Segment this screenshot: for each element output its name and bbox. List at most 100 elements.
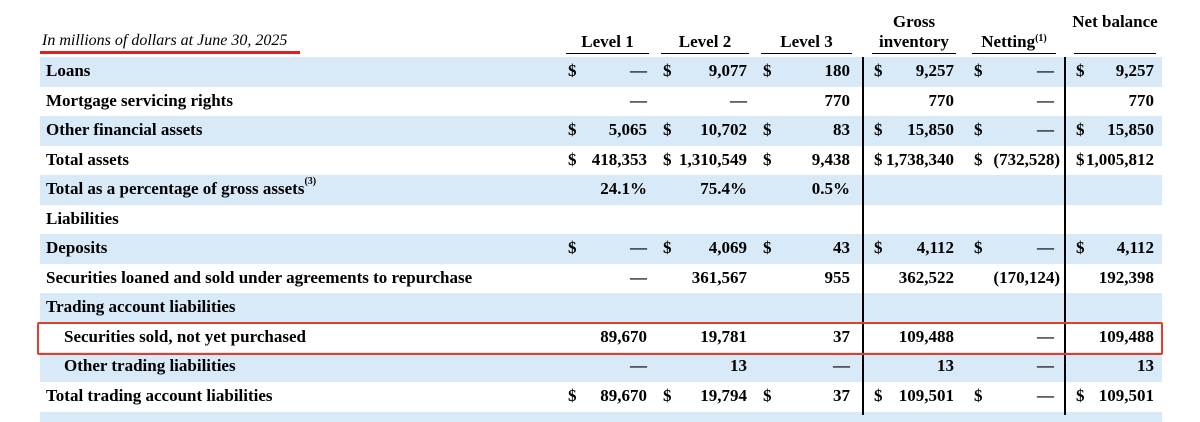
row-background: [40, 352, 1162, 382]
cell-value: 180: [824, 61, 851, 80]
label-text: Liabilities: [46, 208, 119, 228]
cell-value: 770: [824, 90, 851, 110]
header-text: Level 1: [581, 32, 634, 51]
cell-value: —: [630, 90, 647, 110]
footnote-ref: (3): [304, 176, 317, 187]
cell-value: 43: [833, 238, 850, 257]
currency-sign: $: [974, 385, 983, 405]
row-background: [40, 293, 1162, 323]
label-text: Mortgage servicing rights: [46, 90, 233, 110]
row-label: Trading account liabilities: [46, 297, 236, 317]
cell-value: 10,702: [700, 120, 747, 139]
cell-value: 4,069: [708, 238, 747, 257]
header-text: Level 3: [780, 32, 833, 51]
cell-value: 361,567: [691, 267, 747, 287]
row-label: Total assets: [46, 150, 129, 170]
row-label: Securities loaned and sold under agreeme…: [46, 268, 472, 288]
cell-value: 1,310,549: [679, 149, 747, 169]
cell-value: 770: [928, 90, 955, 110]
currency-sign: $: [568, 385, 577, 405]
currency-sign: $: [874, 120, 883, 139]
cell-value: —: [1037, 326, 1054, 346]
header-rule: [1074, 53, 1156, 54]
currency-sign: $: [1076, 149, 1085, 169]
row-label: Total trading account liabilities: [46, 386, 273, 406]
currency-sign: $: [974, 61, 983, 80]
header-text: Level 2: [678, 32, 732, 51]
cell-value: 955: [824, 267, 851, 287]
footnote-ref: (1): [1035, 33, 1047, 44]
cell-value: 418,353: [591, 149, 647, 169]
currency-sign: $: [663, 238, 672, 257]
currency-sign: $: [568, 120, 577, 139]
currency-sign: $: [568, 149, 577, 169]
cell-value: —: [833, 356, 850, 375]
row-label: Loans: [46, 61, 90, 81]
currency-sign: $: [763, 385, 772, 405]
row-background: [40, 57, 1162, 87]
cell-value: 9,257: [915, 61, 954, 80]
cell-value: 192,398: [1098, 267, 1154, 287]
cell-value: 4,112: [916, 238, 954, 257]
row-background: [40, 116, 1162, 146]
currency-sign: $: [568, 61, 577, 80]
header-text: Net balance: [1072, 12, 1158, 31]
currency-sign: $: [763, 61, 772, 80]
cell-value: —: [730, 90, 747, 110]
cell-value: 109,488: [898, 326, 954, 346]
header-rule: [661, 53, 749, 54]
label-text: Securities loaned and sold under agreeme…: [46, 267, 473, 287]
label-text: Total assets: [46, 149, 129, 169]
currency-sign: $: [1076, 61, 1085, 80]
row-background: [40, 175, 1162, 205]
cell-value: —: [630, 267, 647, 287]
label-text: Total as a percentage of gross assets: [46, 179, 305, 198]
currency-sign: $: [663, 120, 672, 139]
currency-sign: $: [763, 149, 772, 169]
currency-sign: $: [874, 385, 883, 405]
cell-value: 5,065: [608, 120, 647, 139]
row-label: Liabilities: [46, 209, 119, 229]
cell-value: —: [1037, 120, 1054, 139]
cell-value: —: [1037, 356, 1054, 375]
header-rule: [566, 53, 649, 54]
currency-sign: $: [1076, 238, 1085, 257]
cell-value: —: [1037, 238, 1054, 257]
cell-value: (732,528): [993, 149, 1060, 169]
header-text: Netting: [981, 32, 1036, 51]
label-text: Other trading liabilities: [64, 356, 236, 375]
header-rule: [972, 53, 1056, 54]
label-text: Deposits: [46, 238, 108, 257]
cell-value: 24.1%: [600, 179, 647, 198]
label-text: Loans: [46, 61, 91, 80]
cell-value: 1,738,340: [886, 149, 954, 169]
cell-value: 75.4%: [700, 179, 747, 198]
cell-value: 13: [730, 356, 747, 375]
cell-value: 9,438: [811, 149, 850, 169]
label-text: Securities sold, not yet purchased: [64, 326, 306, 346]
currency-sign: $: [1076, 120, 1085, 139]
cell-value: 19,781: [700, 326, 747, 346]
column-header: Level 1: [560, 32, 655, 52]
column-rule: [862, 57, 864, 415]
label-text: Other financial assets: [46, 120, 203, 139]
currency-sign: $: [974, 120, 983, 139]
column-header: Level 3: [755, 32, 858, 52]
cell-value: 13: [937, 356, 954, 375]
currency-sign: $: [663, 61, 672, 80]
currency-sign: $: [1076, 385, 1085, 405]
cell-value: 9,257: [1115, 61, 1154, 80]
cell-value: 770: [1128, 90, 1155, 110]
cell-value: 19,794: [700, 385, 747, 405]
cell-value: 109,488: [1098, 326, 1154, 346]
currency-sign: $: [763, 120, 772, 139]
row-label: Other financial assets: [46, 120, 202, 140]
cell-value: 109,501: [1098, 385, 1154, 405]
cell-value: 89,670: [600, 326, 647, 346]
row-label: Securities sold, not yet purchased: [64, 327, 306, 347]
caption: In millions of dollars at June 30, 2025: [42, 32, 288, 49]
cell-value: —: [1037, 61, 1054, 80]
cell-value: —: [1037, 385, 1054, 405]
row-background: [40, 412, 1162, 422]
